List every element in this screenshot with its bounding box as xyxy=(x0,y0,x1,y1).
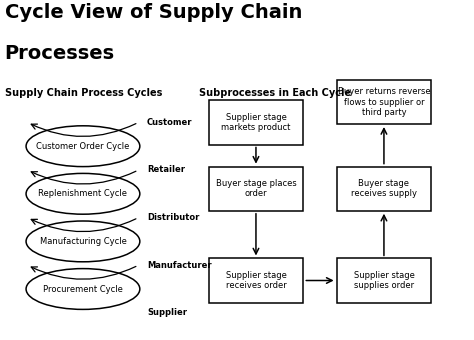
Text: Subprocesses in Each Cycle: Subprocesses in Each Cycle xyxy=(199,88,351,98)
Text: Buyer stage places
order: Buyer stage places order xyxy=(216,179,296,199)
Text: Buyer returns reverse
flows to supplier or
third party: Buyer returns reverse flows to supplier … xyxy=(337,87,430,117)
Text: Supplier stage
receives order: Supplier stage receives order xyxy=(226,271,286,290)
Text: Replenishment Cycle: Replenishment Cycle xyxy=(38,189,128,198)
FancyBboxPatch shape xyxy=(337,80,431,124)
Text: Distributor: Distributor xyxy=(147,213,199,222)
FancyBboxPatch shape xyxy=(337,258,431,303)
Text: Supplier stage
supplies order: Supplier stage supplies order xyxy=(354,271,414,290)
Text: Cycle View of Supply Chain: Cycle View of Supply Chain xyxy=(5,3,302,22)
Text: Supply Chain Process Cycles: Supply Chain Process Cycles xyxy=(5,88,162,98)
Text: Procurement Cycle: Procurement Cycle xyxy=(43,285,123,293)
Text: Manufacturing Cycle: Manufacturing Cycle xyxy=(39,237,127,246)
Text: Supplier stage
markets product: Supplier stage markets product xyxy=(221,113,291,132)
FancyBboxPatch shape xyxy=(209,258,303,303)
FancyBboxPatch shape xyxy=(209,100,303,144)
Text: Processes: Processes xyxy=(5,44,115,63)
FancyBboxPatch shape xyxy=(337,167,431,211)
Text: Manufacturer: Manufacturer xyxy=(147,261,211,270)
Text: Buyer stage
receives supply: Buyer stage receives supply xyxy=(351,179,417,199)
Text: Customer: Customer xyxy=(147,118,192,127)
Text: Supplier: Supplier xyxy=(147,308,187,317)
FancyBboxPatch shape xyxy=(209,167,303,211)
Text: Retailer: Retailer xyxy=(147,166,185,174)
Text: Customer Order Cycle: Customer Order Cycle xyxy=(36,142,129,151)
